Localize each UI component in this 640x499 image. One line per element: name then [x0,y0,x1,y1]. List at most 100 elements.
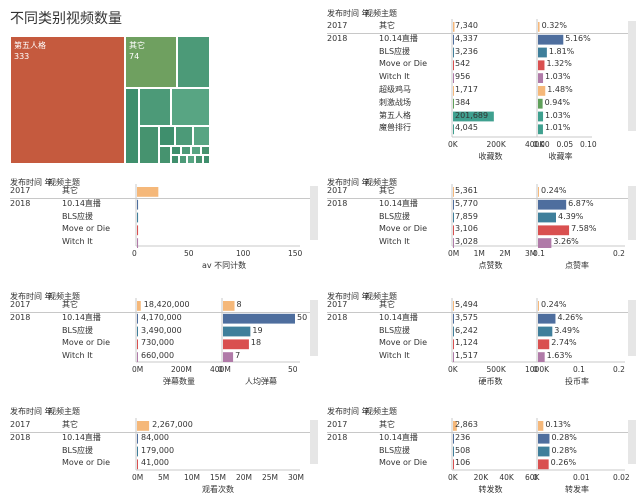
row-separator [10,431,310,433]
year-label: 2018 [327,312,348,322]
bar [223,352,234,362]
bar [453,22,455,32]
treemap-cell-small [159,146,171,164]
bar [538,212,556,223]
category-label: 10.14直播 [379,198,418,208]
value-label: 179,000 [141,445,175,455]
category-label: BLS应援 [62,445,94,455]
value-label: 1.81% [548,46,575,56]
value-label: 7.58% [571,224,597,234]
treemap-cell-2 [125,36,177,88]
value-label: 4,337 [455,33,478,43]
value-label: 1.63% [546,351,573,361]
row-separator [10,311,310,313]
value-label: 0.32% [541,21,567,30]
bar [453,199,454,210]
tick-label: 40K [499,473,514,482]
row-separator [327,311,628,313]
treemap-cell-small [203,155,210,164]
axis-title: 收藏数 [478,152,503,161]
bar [538,124,543,135]
bar [453,421,457,431]
tick-label: 0.2 [613,365,625,374]
treemap-cell-small [139,126,159,164]
category-label: Witch It [62,351,93,361]
category-label: Move or Die [379,224,428,234]
bar [453,326,454,337]
category-label: BLS应援 [379,445,411,455]
category-label: 其它 [379,420,395,429]
category-label: Move or Die [62,224,111,234]
category-label: Witch It [379,237,410,247]
treemap-cell-small [125,88,139,164]
value-label: 0.24% [541,300,567,309]
category-label: 其它 [62,420,78,429]
value-label: 0.94% [544,97,571,107]
category-label: 其它 [62,300,78,309]
header-theme: 视频主题 [365,407,397,416]
axis-title: 收藏率 [548,152,573,161]
bar [538,47,547,58]
tick-label: 0.05 [556,140,574,149]
year-label: 2017 [327,21,348,30]
value-label: 1.01% [544,123,571,133]
scrollbar [310,300,318,356]
value-label: 4.26% [557,312,583,322]
value-label: 1,517 [455,351,478,361]
value-label: 508 [455,445,471,455]
tick-label: 0.00 [533,140,550,149]
value-label: 3.49% [554,325,580,335]
category-label: Move or Die [62,338,111,348]
bar [538,459,549,470]
axis-title: 弹幕数量 [163,377,195,386]
value-label: 1.03% [545,110,571,120]
tick-label: 500K [486,365,506,374]
value-label: 5,770 [455,198,478,208]
scrollbar [628,21,636,131]
year-label: 2018 [10,432,31,442]
bar [538,433,550,444]
bar [538,199,567,210]
treemap-cell-small [175,126,193,146]
tick-label: 0 [132,249,137,258]
header-year: 发布时间 年 [327,407,370,416]
scrollbar [628,186,636,240]
bar [453,313,454,324]
bar [137,187,159,197]
header-theme: 视频主题 [48,178,80,187]
category-label: 超级鸡马 [379,85,411,94]
value-label: 5,361 [455,186,478,195]
tick-label: 25M [262,473,279,482]
bar [137,199,139,210]
year-label: 2018 [10,312,31,322]
axis-title: 转发率 [565,485,589,494]
axis-title: 人均弹幕 [245,377,277,386]
year-label: 2018 [327,432,348,442]
category-label: Move or Die [379,59,428,69]
bar [137,433,138,444]
bar [137,238,139,248]
value-label: 1,717 [455,85,478,94]
value-label: 19 [252,325,263,335]
value-label: 7 [235,351,241,361]
bar [453,73,454,83]
tick-label: 0M [132,473,144,482]
bar [453,212,454,223]
tick-label: 400M [210,365,231,374]
value-label: 1.03% [545,72,571,82]
tick-label: 0.01 [573,473,590,482]
value-label: 0.13% [545,420,571,429]
value-label: 84,000 [141,432,169,442]
header-year: 发布时间 年 [10,178,53,187]
value-label: 3,028 [455,237,478,247]
value-label: 730,000 [141,338,175,348]
tick-label: 400K [525,140,545,149]
bar [538,326,553,337]
treemap-label-value: 333 [14,52,30,61]
category-label: Move or Die [379,338,428,348]
bar [223,339,249,350]
value-label: 41,000 [141,458,169,468]
value-label: 5,494 [455,300,478,309]
axis-title: av 不同计数 [202,261,247,270]
bar [453,238,454,248]
